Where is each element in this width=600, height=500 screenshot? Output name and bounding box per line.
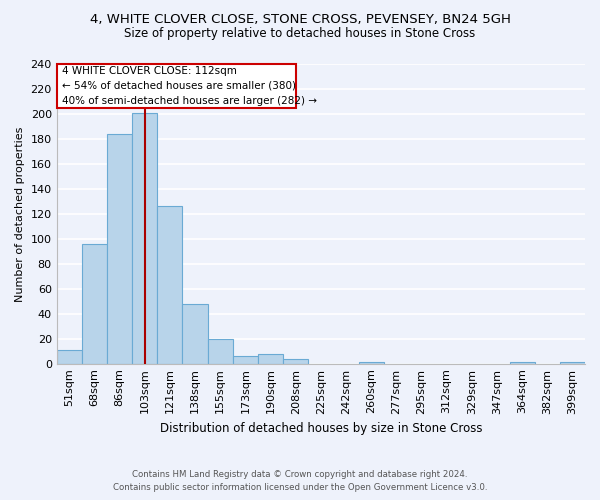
Bar: [359, 362, 384, 364]
X-axis label: Distribution of detached houses by size in Stone Cross: Distribution of detached houses by size …: [160, 422, 482, 435]
FancyBboxPatch shape: [56, 64, 296, 108]
Bar: [56, 350, 82, 364]
Bar: [157, 206, 182, 364]
Text: 4 WHITE CLOVER CLOSE: 112sqm
← 54% of detached houses are smaller (380)
40% of s: 4 WHITE CLOVER CLOSE: 112sqm ← 54% of de…: [62, 66, 317, 106]
Text: Contains HM Land Registry data © Crown copyright and database right 2024.
Contai: Contains HM Land Registry data © Crown c…: [113, 470, 487, 492]
Bar: [182, 304, 208, 364]
Bar: [258, 354, 283, 364]
Y-axis label: Number of detached properties: Number of detached properties: [15, 126, 25, 302]
Text: 4, WHITE CLOVER CLOSE, STONE CROSS, PEVENSEY, BN24 5GH: 4, WHITE CLOVER CLOSE, STONE CROSS, PEVE…: [89, 12, 511, 26]
Bar: [82, 244, 107, 364]
Bar: [233, 356, 258, 364]
Bar: [283, 358, 308, 364]
Bar: [509, 362, 535, 364]
Bar: [132, 112, 157, 364]
Bar: [560, 362, 585, 364]
Bar: [208, 338, 233, 363]
Bar: [107, 134, 132, 364]
Text: Size of property relative to detached houses in Stone Cross: Size of property relative to detached ho…: [124, 28, 476, 40]
